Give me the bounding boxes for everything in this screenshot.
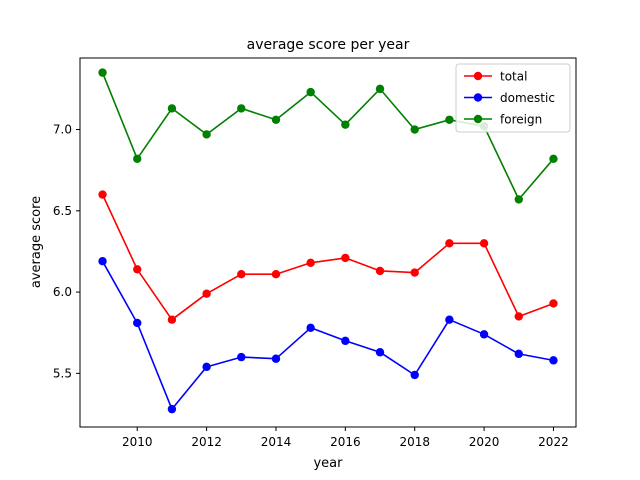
legend-item-domestic: domestic: [464, 91, 555, 105]
data-point-total: [167, 315, 177, 324]
data-point-foreign: [341, 120, 350, 129]
legend-label: foreign: [500, 113, 542, 127]
data-point-domestic: [549, 356, 558, 365]
data-point-foreign: [410, 125, 419, 134]
plot-area: [98, 68, 558, 414]
series-line-domestic: [101, 260, 554, 410]
x-axis: 2010 2012 2014 2016 2018 2020 2022: [122, 427, 569, 449]
data-point-foreign: [445, 115, 454, 124]
data-point-total: [375, 266, 385, 276]
data-point-foreign: [375, 84, 385, 94]
data-point-domestic: [479, 330, 489, 339]
data-point-domestic: [375, 348, 385, 357]
data-point-total: [445, 239, 454, 248]
data-point-total: [549, 299, 558, 308]
data-point-total: [410, 268, 419, 277]
data-point-total: [237, 269, 246, 279]
x-tick-label: 2020: [469, 435, 500, 449]
x-tick-label: 2010: [122, 435, 153, 449]
legend: total domestic foreign: [455, 63, 571, 133]
data-point-domestic: [271, 354, 281, 363]
series-total: [98, 190, 558, 324]
plot-frame: [79, 57, 577, 428]
legend-item-foreign: foreign: [464, 113, 542, 127]
data-point-domestic: [410, 370, 419, 380]
data-point-total: [306, 258, 315, 268]
x-tick-label: 2012: [191, 435, 222, 449]
y-tick-label: 5.5: [53, 366, 72, 380]
legend-swatch-marker: [473, 71, 483, 81]
data-point-total: [202, 289, 211, 298]
data-point-foreign: [167, 104, 177, 113]
data-point-foreign: [98, 68, 107, 77]
y-axis: 5.5 6.0 6.5 7.0: [53, 123, 80, 380]
data-point-domestic: [237, 352, 246, 362]
data-point-total: [98, 190, 107, 199]
data-point-foreign: [549, 154, 558, 163]
y-tick-label: 6.0: [53, 285, 72, 299]
legend-label: domestic: [500, 91, 555, 105]
data-point-foreign: [306, 87, 315, 97]
legend-box: [455, 63, 571, 133]
data-point-foreign: [271, 115, 281, 124]
data-point-foreign: [237, 104, 246, 113]
legend-item-total: total: [464, 70, 527, 84]
x-tick-label: 2016: [330, 435, 361, 449]
data-point-domestic: [445, 315, 454, 324]
legend-swatch-marker: [473, 114, 483, 124]
y-tick-label: 7.0: [53, 123, 72, 137]
data-point-total: [133, 265, 142, 274]
legend-swatch-marker: [473, 93, 483, 102]
legend-label: total: [500, 70, 527, 84]
data-point-domestic: [514, 349, 523, 359]
data-point-domestic: [98, 256, 107, 266]
series-line-total: [101, 194, 554, 321]
x-tick-label: 2022: [538, 435, 569, 449]
data-point-total: [271, 269, 281, 279]
data-point-total: [514, 312, 523, 321]
data-point-domestic: [341, 336, 350, 346]
chart-title: average score per year: [247, 37, 410, 53]
x-axis-label: year: [313, 456, 343, 471]
data-point-total: [479, 239, 489, 248]
data-point-foreign: [202, 130, 211, 139]
y-tick-label: 6.5: [53, 204, 72, 218]
data-point-total: [341, 253, 350, 263]
data-point-domestic: [167, 404, 177, 414]
series-domestic: [98, 256, 558, 414]
x-tick-label: 2014: [261, 435, 292, 449]
y-axis-label: average score: [29, 196, 44, 288]
data-point-domestic: [306, 323, 315, 333]
data-point-domestic: [133, 318, 142, 328]
x-tick-label: 2018: [399, 435, 430, 449]
data-point-foreign: [133, 154, 142, 163]
data-point-domestic: [202, 362, 211, 372]
data-point-foreign: [514, 195, 523, 204]
